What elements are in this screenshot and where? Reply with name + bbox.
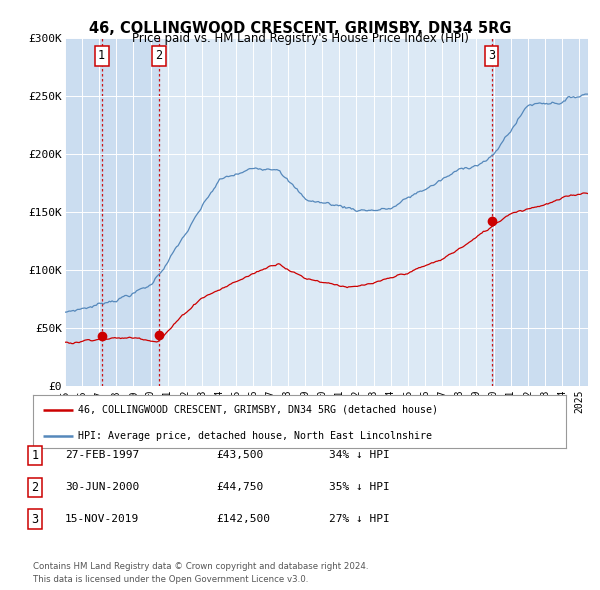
Text: This data is licensed under the Open Government Licence v3.0.: This data is licensed under the Open Gov… (33, 575, 308, 584)
Text: 35% ↓ HPI: 35% ↓ HPI (329, 483, 389, 492)
Text: 3: 3 (31, 513, 38, 526)
Text: 27-FEB-1997: 27-FEB-1997 (65, 451, 139, 460)
Text: 46, COLLINGWOOD CRESCENT, GRIMSBY, DN34 5RG: 46, COLLINGWOOD CRESCENT, GRIMSBY, DN34 … (89, 21, 511, 35)
Text: 2: 2 (155, 49, 163, 63)
Text: Contains HM Land Registry data © Crown copyright and database right 2024.: Contains HM Land Registry data © Crown c… (33, 562, 368, 571)
Text: 1: 1 (98, 49, 105, 63)
Bar (101, 38, 159, 386)
Text: £142,500: £142,500 (216, 514, 270, 524)
Text: £44,750: £44,750 (216, 483, 263, 492)
Text: HPI: Average price, detached house, North East Lincolnshire: HPI: Average price, detached house, Nort… (78, 431, 432, 441)
Bar (65, 38, 101, 386)
Text: 34% ↓ HPI: 34% ↓ HPI (329, 451, 389, 460)
Text: 2: 2 (31, 481, 38, 494)
Text: 27% ↓ HPI: 27% ↓ HPI (329, 514, 389, 524)
Text: £43,500: £43,500 (216, 451, 263, 460)
Text: Price paid vs. HM Land Registry's House Price Index (HPI): Price paid vs. HM Land Registry's House … (131, 32, 469, 45)
Text: 1: 1 (31, 449, 38, 462)
Text: 3: 3 (488, 49, 495, 63)
Text: 15-NOV-2019: 15-NOV-2019 (65, 514, 139, 524)
Bar (491, 38, 588, 386)
Text: 30-JUN-2000: 30-JUN-2000 (65, 483, 139, 492)
Text: 46, COLLINGWOOD CRESCENT, GRIMSBY, DN34 5RG (detached house): 46, COLLINGWOOD CRESCENT, GRIMSBY, DN34 … (78, 405, 438, 415)
